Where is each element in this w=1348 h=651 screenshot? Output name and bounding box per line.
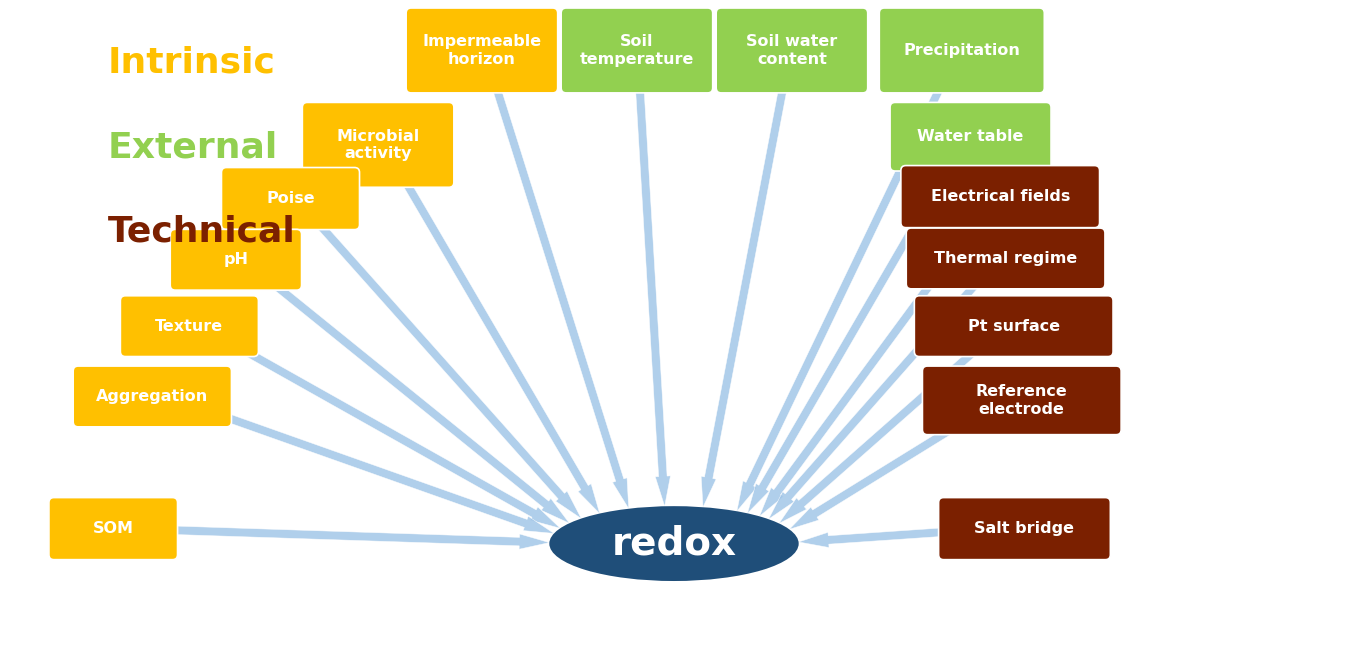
Polygon shape <box>790 426 953 529</box>
Polygon shape <box>759 220 979 516</box>
Text: Texture: Texture <box>155 318 224 334</box>
FancyBboxPatch shape <box>221 167 360 230</box>
Text: Electrical fields: Electrical fields <box>930 189 1070 204</box>
FancyBboxPatch shape <box>170 229 302 290</box>
Polygon shape <box>768 281 979 519</box>
Polygon shape <box>737 86 944 511</box>
Text: Salt bridge: Salt bridge <box>975 521 1074 536</box>
FancyBboxPatch shape <box>49 497 178 560</box>
Polygon shape <box>173 526 550 549</box>
Polygon shape <box>272 282 569 523</box>
FancyBboxPatch shape <box>716 8 868 93</box>
Text: Pt surface: Pt surface <box>968 318 1060 334</box>
Text: Soil water
content: Soil water content <box>747 35 837 66</box>
Text: Intrinsic: Intrinsic <box>108 46 276 79</box>
Text: SOM: SOM <box>93 521 133 536</box>
Text: redox: redox <box>612 525 736 562</box>
Polygon shape <box>244 348 561 528</box>
Polygon shape <box>779 348 977 523</box>
Text: Thermal regime: Thermal regime <box>934 251 1077 266</box>
FancyBboxPatch shape <box>922 366 1122 435</box>
Polygon shape <box>747 164 953 514</box>
Polygon shape <box>492 87 628 508</box>
FancyBboxPatch shape <box>73 366 232 427</box>
Text: External: External <box>108 130 278 164</box>
Text: Technical: Technical <box>108 215 295 249</box>
FancyBboxPatch shape <box>906 228 1105 289</box>
Polygon shape <box>701 87 787 507</box>
FancyBboxPatch shape <box>561 8 713 93</box>
Text: Microbial
activity: Microbial activity <box>337 129 419 161</box>
Text: Water table: Water table <box>918 129 1023 145</box>
FancyBboxPatch shape <box>938 497 1111 560</box>
Polygon shape <box>317 222 581 519</box>
FancyBboxPatch shape <box>900 165 1100 228</box>
Text: Soil
temperature: Soil temperature <box>580 35 694 66</box>
Polygon shape <box>402 180 600 514</box>
FancyBboxPatch shape <box>879 8 1045 93</box>
Text: Precipitation: Precipitation <box>903 43 1020 58</box>
Text: Aggregation: Aggregation <box>96 389 209 404</box>
Text: pH: pH <box>224 252 248 268</box>
Polygon shape <box>798 528 944 547</box>
Text: Impermeable
horizon: Impermeable horizon <box>422 35 542 66</box>
FancyBboxPatch shape <box>302 102 454 187</box>
FancyBboxPatch shape <box>914 296 1113 357</box>
FancyBboxPatch shape <box>120 296 259 357</box>
Polygon shape <box>635 88 670 506</box>
FancyBboxPatch shape <box>890 102 1051 171</box>
Ellipse shape <box>550 506 798 581</box>
Text: Poise: Poise <box>266 191 315 206</box>
Polygon shape <box>225 413 554 533</box>
Text: Reference
electrode: Reference electrode <box>976 384 1068 417</box>
FancyBboxPatch shape <box>406 8 558 93</box>
